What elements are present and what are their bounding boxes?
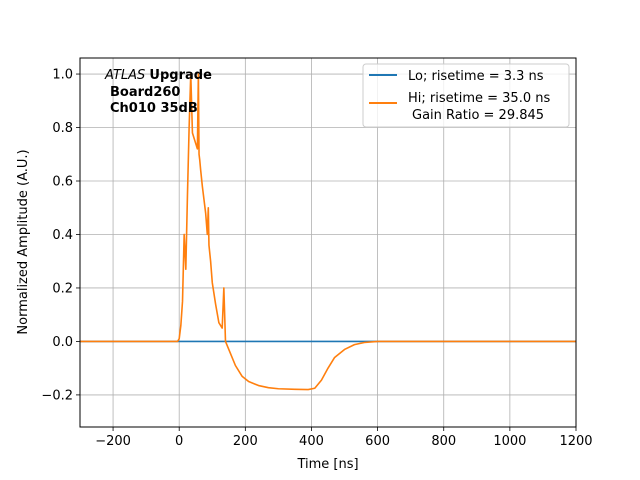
x-tick-label: 600	[365, 434, 390, 449]
annotation: ATLAS Upgrade Board260 Ch010 35dB	[104, 68, 212, 116]
x-axis-label: Time [ns]	[296, 457, 358, 472]
legend-box	[362, 63, 570, 128]
y-axis: −0.2 0.0 0.2 0.4 0.6 0.8 1.0	[41, 68, 80, 403]
legend: Lo; risetime = 3.3 ns Hi; risetime = 35.…	[362, 63, 570, 128]
x-tick-label: 0	[175, 434, 183, 449]
annotation-upgrade: Upgrade	[149, 68, 212, 83]
y-tick-label: 0.4	[52, 228, 73, 243]
y-tick-label: 0.0	[52, 335, 73, 350]
y-tick-label: 0.6	[52, 175, 73, 190]
legend-label-hi: Hi; risetime = 35.0 ns	[408, 91, 550, 106]
x-tick-label: 200	[233, 434, 258, 449]
annotation-atlas: ATLAS	[104, 68, 145, 83]
annotation-line1: ATLAS Upgrade	[104, 68, 212, 83]
y-tick-label: 1.0	[52, 68, 73, 83]
series-line-hi	[80, 73, 576, 391]
y-axis-label: Normalized Amplitude (A.U.)	[16, 149, 31, 334]
x-tick-label: −200	[95, 434, 131, 449]
y-tick-label: 0.8	[52, 121, 73, 136]
y-tick-label: 0.2	[52, 281, 73, 296]
legend-label-hi-line2: Gain Ratio = 29.845	[412, 108, 544, 123]
axes-frame	[79, 57, 577, 428]
legend-label-lo: Lo; risetime = 3.3 ns	[408, 69, 544, 84]
x-tick-label: 1000	[493, 434, 526, 449]
x-tick-label: 400	[299, 434, 324, 449]
x-tick-label: 1200	[559, 434, 592, 449]
annotation-line3: Ch010 35dB	[110, 101, 198, 116]
x-tick-label: 800	[431, 434, 456, 449]
x-axis: −200 0 200 400 600 800 1000 1200	[95, 427, 593, 449]
plot-area	[80, 73, 576, 391]
annotation-line2: Board260	[110, 85, 180, 100]
y-tick-label: −0.2	[41, 388, 73, 403]
